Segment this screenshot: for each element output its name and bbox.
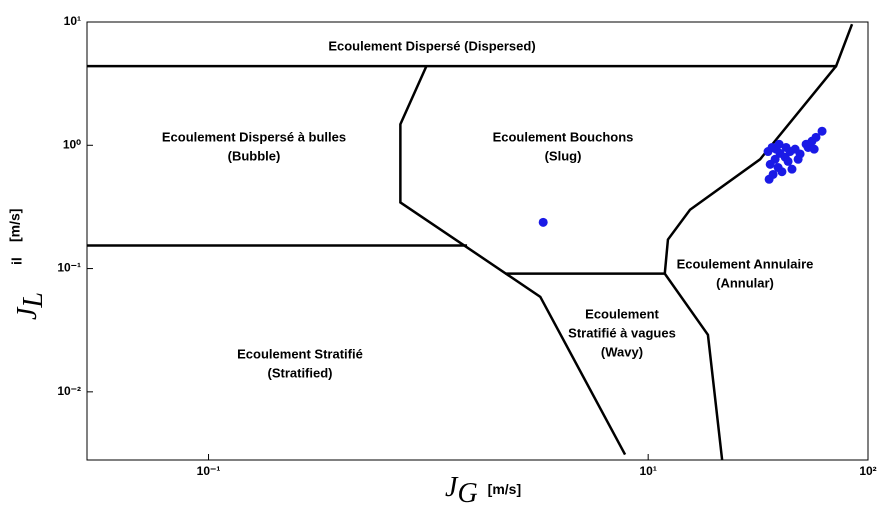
x-axis-label: JG [m/s] <box>445 472 521 507</box>
data-point <box>765 159 775 169</box>
data-point <box>764 174 774 184</box>
region-label: Ecoulement Stratifié <box>237 346 363 361</box>
region-label: Ecoulement Dispersé à bulles <box>162 129 346 144</box>
y-axis-extra: il <box>9 257 25 265</box>
y-axis-symbol: JL <box>12 292 49 320</box>
data-point <box>795 149 805 159</box>
region-label: (Stratified) <box>268 365 333 380</box>
data-point <box>817 126 827 136</box>
y-axis-label: JL il [m/s] <box>7 209 50 320</box>
region-label: (Wavy) <box>601 344 643 359</box>
data-point <box>538 217 548 227</box>
x-tick-label: 10⁻¹ <box>197 464 221 478</box>
region-label: (Slug) <box>545 148 582 163</box>
region-label: Ecoulement Dispersé (Dispersed) <box>328 38 535 53</box>
regime-boundary <box>399 65 627 456</box>
y-tick-label: 10⁻² <box>57 384 81 398</box>
data-point <box>801 139 811 149</box>
data-point <box>774 139 784 149</box>
x-tick-label: 10² <box>859 464 876 478</box>
y-tick-label: 10⁻¹ <box>57 261 81 275</box>
region-label: Ecoulement <box>585 306 659 321</box>
plot-frame <box>86 21 869 461</box>
region-label: Ecoulement Bouchons <box>493 129 634 144</box>
x-tick-label: 10¹ <box>640 464 657 478</box>
data-point <box>809 144 819 154</box>
region-label: Stratifié à vagues <box>568 325 676 340</box>
y-tick-label: 10¹ <box>64 14 81 28</box>
data-point <box>777 167 787 177</box>
region-label: (Bubble) <box>228 148 281 163</box>
data-point <box>787 164 797 174</box>
regime-boundary <box>505 272 724 461</box>
y-axis-unit: [m/s] <box>7 209 23 242</box>
data-point <box>783 156 793 166</box>
data-point <box>811 132 821 142</box>
region-label: (Annular) <box>716 275 774 290</box>
region-label: Ecoulement Annulaire <box>677 256 814 271</box>
y-tick-label: 10⁰ <box>63 137 81 151</box>
regime-boundary <box>663 65 838 274</box>
data-point <box>781 142 791 152</box>
